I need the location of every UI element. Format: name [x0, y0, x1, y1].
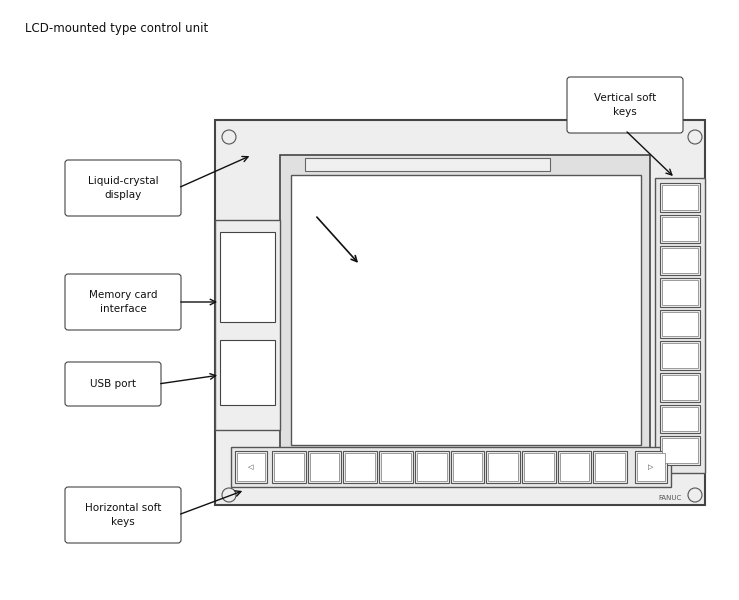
- Bar: [272, 451, 306, 483]
- Text: ▷: ▷: [648, 464, 654, 470]
- Text: FANUC: FANUC: [658, 495, 681, 501]
- Bar: [274, 453, 304, 481]
- Bar: [291, 175, 641, 445]
- Text: Liquid-crystal
display: Liquid-crystal display: [88, 176, 158, 200]
- Bar: [379, 451, 413, 483]
- Bar: [660, 373, 700, 401]
- Bar: [486, 451, 520, 483]
- FancyBboxPatch shape: [65, 274, 181, 330]
- Bar: [662, 280, 698, 305]
- Bar: [215, 120, 705, 505]
- Bar: [231, 447, 671, 487]
- Bar: [220, 232, 275, 322]
- Text: Vertical soft
keys: Vertical soft keys: [594, 94, 656, 116]
- Bar: [593, 451, 627, 483]
- Bar: [417, 453, 446, 481]
- Bar: [280, 155, 650, 450]
- Bar: [660, 404, 700, 433]
- Text: Memory card
interface: Memory card interface: [89, 290, 157, 314]
- Bar: [558, 451, 591, 483]
- Bar: [345, 453, 375, 481]
- Bar: [662, 407, 698, 431]
- Bar: [522, 451, 556, 483]
- Bar: [451, 451, 484, 483]
- Bar: [237, 453, 265, 481]
- Bar: [637, 453, 665, 481]
- FancyBboxPatch shape: [65, 160, 181, 216]
- Bar: [215, 220, 280, 430]
- FancyBboxPatch shape: [567, 77, 683, 133]
- Bar: [662, 185, 698, 209]
- Bar: [660, 278, 700, 307]
- Text: Horizontal soft
keys: Horizontal soft keys: [85, 503, 161, 527]
- Bar: [559, 453, 589, 481]
- Bar: [310, 453, 339, 481]
- Bar: [662, 343, 698, 368]
- Bar: [660, 183, 700, 212]
- Bar: [662, 248, 698, 273]
- Bar: [655, 178, 705, 473]
- Text: LCD-mounted type control unit: LCD-mounted type control unit: [25, 22, 208, 35]
- Bar: [662, 375, 698, 400]
- Bar: [307, 451, 341, 483]
- Bar: [660, 247, 700, 275]
- Bar: [235, 451, 267, 483]
- Bar: [452, 453, 483, 481]
- Bar: [415, 451, 449, 483]
- FancyBboxPatch shape: [65, 487, 181, 543]
- Bar: [305, 158, 550, 171]
- Bar: [660, 215, 700, 244]
- FancyBboxPatch shape: [65, 362, 161, 406]
- Bar: [220, 340, 275, 405]
- Bar: [524, 453, 554, 481]
- Bar: [344, 451, 377, 483]
- Bar: [662, 311, 698, 337]
- Bar: [660, 310, 700, 338]
- Bar: [662, 439, 698, 463]
- Bar: [596, 453, 625, 481]
- Bar: [381, 453, 411, 481]
- Bar: [488, 453, 518, 481]
- Text: ◁: ◁: [248, 464, 253, 470]
- Bar: [660, 436, 700, 465]
- Bar: [635, 451, 667, 483]
- Bar: [662, 217, 698, 241]
- Text: USB port: USB port: [90, 379, 136, 389]
- Bar: [660, 341, 700, 370]
